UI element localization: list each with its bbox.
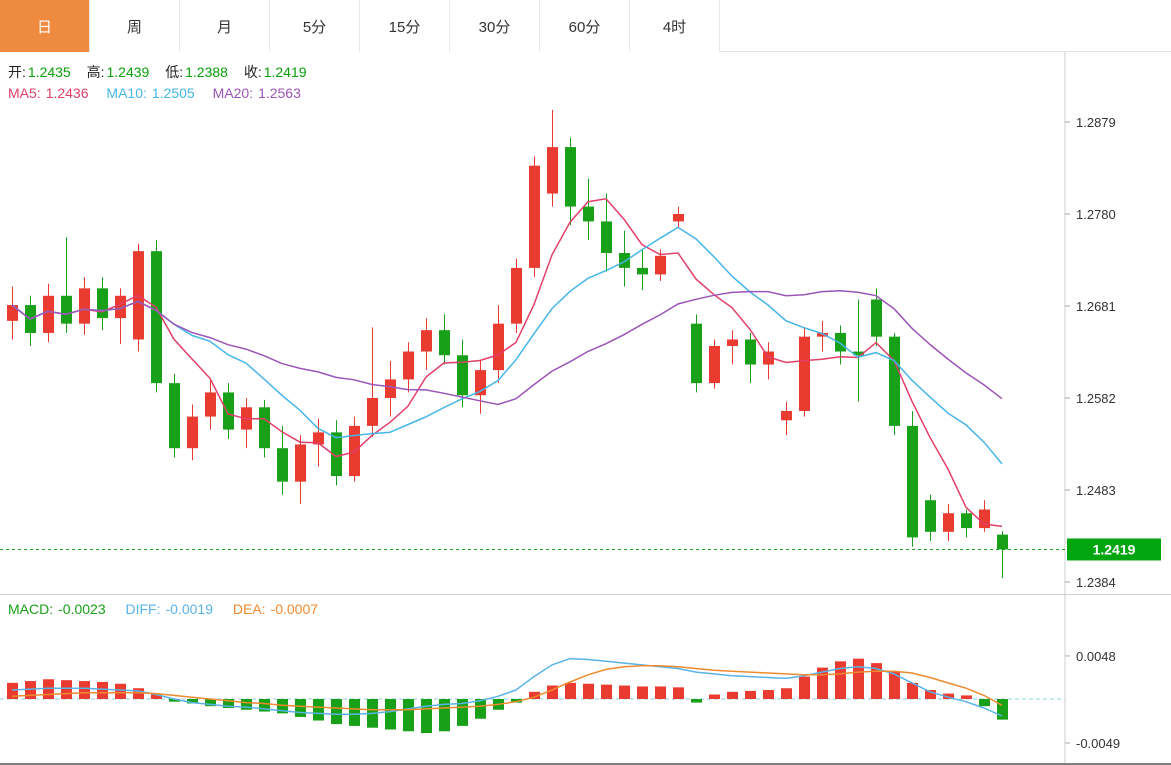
macd-chart[interactable]: 0.0048 -0.0049 (0, 595, 1171, 763)
tab-5min[interactable]: 5分 (270, 0, 360, 52)
tab-day[interactable]: 日 (0, 0, 90, 52)
svg-text:1.2419: 1.2419 (1093, 541, 1136, 557)
svg-text:-0.0049: -0.0049 (1076, 736, 1120, 751)
tab-30min[interactable]: 30分 (450, 0, 540, 52)
tab-60min[interactable]: 60分 (540, 0, 630, 52)
tab-15min[interactable]: 15分 (360, 0, 450, 52)
tab-4hour[interactable]: 4时 (630, 0, 720, 52)
price-chart-panel: 1.2879 1.2780 1.2681 1.2582 1.2483 1.2384 1.24… (0, 52, 1171, 595)
tabbar-filler (720, 0, 1171, 51)
macd-panel: 0.0048 -0.0049 MACD: -0.0023 DIFF: -0.0019 … (0, 595, 1171, 765)
svg-text:1.2681: 1.2681 (1076, 299, 1116, 314)
svg-text:1.2483: 1.2483 (1076, 483, 1116, 498)
candlestick-chart[interactable]: 1.2879 1.2780 1.2681 1.2582 1.2483 1.2384 1.24… (0, 52, 1171, 594)
interval-tabbar: 日 周 月 5分 15分 30分 60分 4时 (0, 0, 1171, 52)
tab-month[interactable]: 月 (180, 0, 270, 52)
svg-text:1.2780: 1.2780 (1076, 207, 1116, 222)
svg-text:0.0048: 0.0048 (1076, 649, 1116, 664)
tab-week[interactable]: 周 (90, 0, 180, 52)
svg-text:1.2582: 1.2582 (1076, 391, 1116, 406)
svg-text:1.2384: 1.2384 (1076, 575, 1116, 590)
svg-text:1.2879: 1.2879 (1076, 115, 1116, 130)
